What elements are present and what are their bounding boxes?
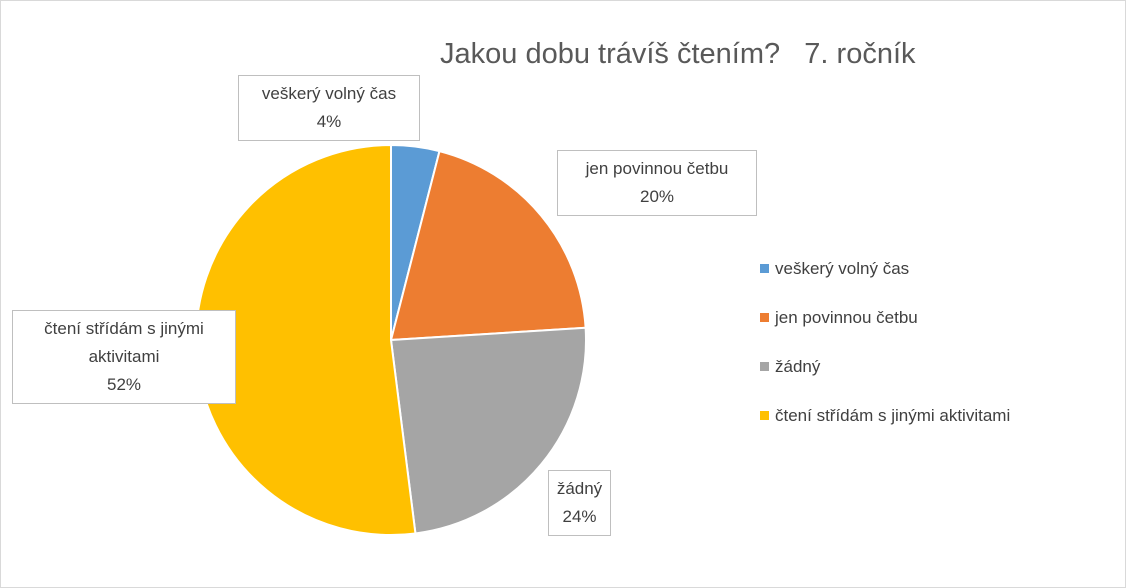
legend-label: žádný (775, 357, 821, 376)
legend-label: čtení střídám s jinými aktivitami (775, 406, 1011, 425)
data-label-category: jen povinnou četbu (585, 159, 729, 178)
legend-swatch (760, 313, 769, 322)
chart-title: Jakou dobu trávíš čtením? 7. ročník (440, 38, 916, 70)
data-label-value: 20% (639, 187, 675, 206)
pie-slice (389, 149, 587, 342)
legend-label: jen povinnou četbu (775, 308, 918, 327)
data-label-value: 4% (316, 112, 342, 131)
data-label: jen povinnou četbu 20% (557, 150, 757, 216)
data-label: čtení střídám s jinými aktivitami 52% (12, 310, 236, 404)
data-label-value: 24% (562, 507, 597, 526)
data-label: žádný 24% (548, 470, 611, 536)
data-label-category: žádný (556, 479, 603, 498)
legend-swatch (760, 362, 769, 371)
data-label-category: čtení střídám s jinými aktivitami (44, 319, 204, 366)
data-label-category: veškerý volný čas (261, 84, 397, 103)
legend-item: veškerý volný čas (760, 259, 909, 279)
legend-item: čtení střídám s jinými aktivitami (760, 406, 1010, 426)
legend-swatch (760, 264, 769, 273)
data-label: veškerý volný čas 4% (238, 75, 420, 141)
pie-slice (389, 326, 587, 535)
data-label-value: 52% (106, 375, 142, 394)
legend-item: jen povinnou četbu (760, 308, 918, 328)
legend-swatch (760, 411, 769, 420)
legend-label: veškerý volný čas (775, 259, 910, 278)
legend-item: žádný (760, 357, 820, 377)
